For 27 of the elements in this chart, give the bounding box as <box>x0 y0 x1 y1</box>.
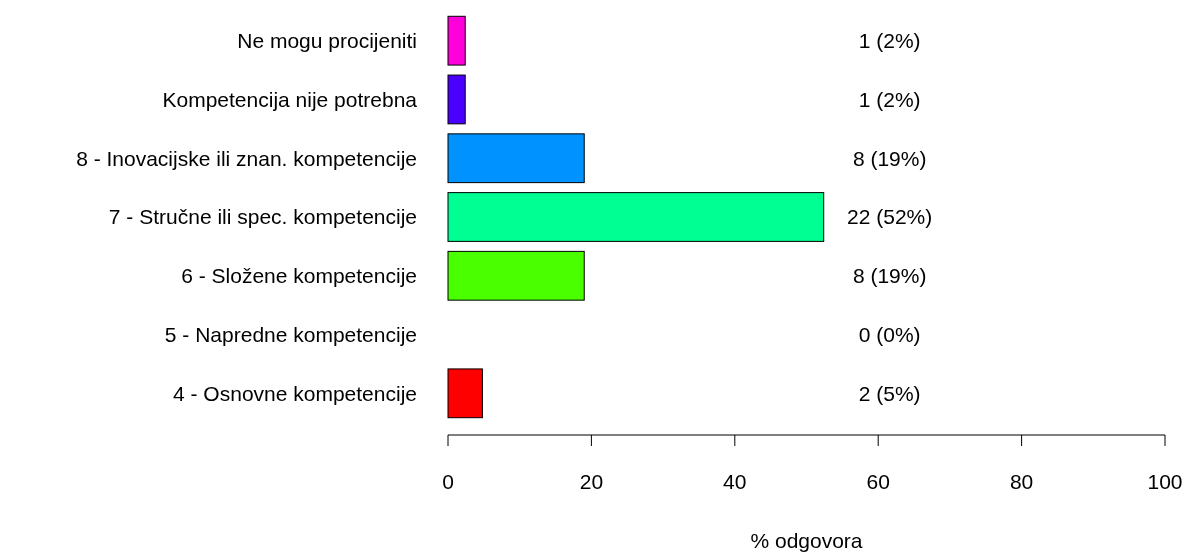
x-tick-label: 0 <box>442 470 454 494</box>
x-tick-label: 60 <box>866 470 890 494</box>
y-tick-label: 7 - Stručne ili spec. kompetencije <box>108 205 417 229</box>
y-tick-label: 6 - Složene kompetencije <box>181 264 417 288</box>
x-tick-label: 100 <box>1147 470 1183 494</box>
bar <box>447 74 466 125</box>
data-label: 2 (5%) <box>858 381 921 405</box>
bar <box>447 15 466 66</box>
bar <box>447 133 585 184</box>
y-tick-label: 8 - Inovacijske ili znan. kompetencije <box>76 146 417 170</box>
y-tick-label: Kompetencija nije potrebna <box>162 87 418 111</box>
x-tick-label: 20 <box>579 470 604 494</box>
x-tick-label: 40 <box>723 470 747 494</box>
x-tick-label: 80 <box>1009 470 1034 494</box>
data-label: 1 (2%) <box>858 87 921 111</box>
y-tick-label: 5 - Napredne kompetencije <box>164 322 417 346</box>
y-tick-label: 4 - Osnovne kompetencije <box>173 381 417 405</box>
data-label: 8 (19%) <box>852 264 927 288</box>
data-label: 8 (19%) <box>852 146 927 170</box>
y-tick-label: Ne mogu procijeniti <box>237 29 417 53</box>
bar <box>447 368 483 419</box>
bar <box>447 192 825 242</box>
x-axis-title: % odgovora <box>750 529 863 552</box>
bar <box>447 250 585 301</box>
data-label: 0 (0%) <box>858 322 921 346</box>
data-label: 22 (52%) <box>847 205 933 229</box>
data-label: 1 (2%) <box>858 29 921 53</box>
